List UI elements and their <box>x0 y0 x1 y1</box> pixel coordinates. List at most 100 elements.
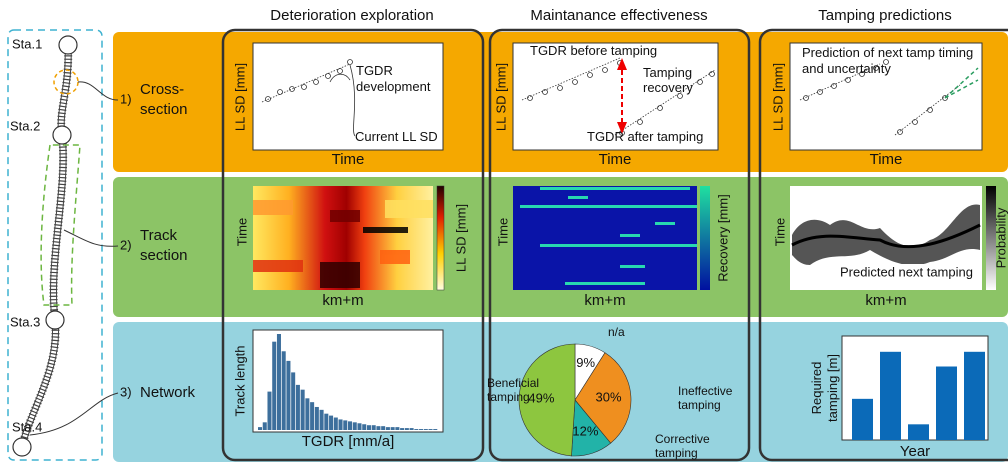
row-label: Cross-section <box>140 81 188 118</box>
histogram-bar <box>433 429 438 430</box>
annotation: TGDR after tamping <box>587 129 703 144</box>
histogram-bar <box>395 427 400 430</box>
histogram-bar <box>400 428 405 430</box>
colorbar-label: Recovery [mm] <box>715 194 730 281</box>
histogram-bar <box>423 429 428 430</box>
histogram-bar <box>343 420 348 430</box>
pie-slice <box>574 352 632 444</box>
value-label: 49% <box>528 390 554 405</box>
histogram-bar <box>348 421 353 430</box>
probability-band <box>792 204 980 266</box>
x-axis-label: km+m <box>584 292 625 309</box>
histogram-bar <box>300 389 305 430</box>
column-frame <box>758 28 1008 462</box>
row-label-line: Network <box>140 384 196 401</box>
plot-area <box>252 329 444 433</box>
x-axis-label: TGDR [mm/a] <box>302 433 395 450</box>
annotation: TGDR before tamping <box>530 43 657 58</box>
histogram-bar <box>381 426 386 430</box>
probability-ridge <box>791 223 981 249</box>
column-title: Maintanance effectiveness <box>530 7 707 24</box>
annotation: Predicted next tamping <box>840 264 973 279</box>
x-axis-label: Time <box>599 151 632 168</box>
annotation-line: Current LL SD <box>355 129 438 144</box>
pie-label: n/a <box>608 325 625 339</box>
histogram-bar <box>414 429 419 430</box>
histogram-bar <box>314 406 319 430</box>
plot-area <box>512 42 719 151</box>
bar <box>964 351 985 440</box>
y-axis-label-line: Required <box>809 362 824 415</box>
y-axis-label: Track length <box>232 345 247 416</box>
track <box>18 44 73 448</box>
annotation-line: development <box>356 79 431 94</box>
histogram-bar <box>390 427 395 430</box>
pie-label-line: tamping <box>678 398 721 412</box>
bar <box>936 366 957 440</box>
histogram-bar <box>376 426 381 430</box>
station-markers <box>12 35 78 457</box>
pie-label: Corrective tamping <box>655 432 710 460</box>
histogram-bar <box>324 413 329 430</box>
row-label-line: section <box>140 101 188 118</box>
annotation: Current LL SD <box>355 129 438 144</box>
illustration <box>261 57 961 137</box>
histogram-bar <box>333 417 338 430</box>
pie-label: Beneficial tamping <box>487 376 539 404</box>
colorbar <box>436 185 445 291</box>
pie-label-line: Corrective <box>655 432 710 446</box>
pie-slice <box>518 343 576 457</box>
bar <box>852 398 873 440</box>
row-label: Track section <box>140 227 188 264</box>
station-label: Sta.4 <box>12 419 42 434</box>
histogram-bar <box>272 341 277 430</box>
histogram-bar <box>262 422 267 430</box>
column-frame <box>221 28 485 462</box>
histogram-bar <box>305 398 310 430</box>
histogram-bar <box>357 423 362 430</box>
x-axis-label: km+m <box>865 292 906 309</box>
annotation-line: TGDR before tamping <box>530 43 657 58</box>
row-label-line: Track <box>140 227 177 244</box>
annotation: TGDR development <box>356 63 431 94</box>
connectors <box>29 81 119 436</box>
colorbar-label: Probability <box>993 207 1008 268</box>
annotation-bg <box>838 264 972 282</box>
y-axis-label: Time <box>495 218 510 246</box>
histogram-bar <box>310 402 315 430</box>
heatmap <box>513 186 697 290</box>
histogram-bar <box>267 391 272 430</box>
y-axis-label: Time <box>234 218 249 246</box>
uncertainty <box>944 67 979 99</box>
histogram-bar <box>428 429 433 430</box>
annotation: Tamping recovery <box>643 65 693 95</box>
histogram-bar <box>362 424 367 430</box>
value-label: 9% <box>576 355 595 370</box>
y-axis-label: Requiredtamping [m] <box>809 354 840 422</box>
row-label: Network <box>140 384 196 401</box>
histogram-bar <box>371 425 376 430</box>
histogram-bar <box>366 425 371 430</box>
pie-label-line: tamping <box>655 446 698 460</box>
x-axis-label: Time <box>870 151 903 168</box>
pie-label-line: Ineffective <box>678 384 733 398</box>
station-label: Sta.1 <box>12 36 42 51</box>
colorbar <box>986 186 996 290</box>
histogram-bar <box>329 415 334 430</box>
colorbar <box>700 186 710 290</box>
histogram-bar <box>286 360 291 430</box>
y-axis-label: LL SD [mm] <box>770 63 785 131</box>
histogram-bar <box>419 429 424 430</box>
histogram-bar <box>385 427 390 430</box>
heatmap-cells <box>253 200 433 288</box>
x-axis-label: km+m <box>322 292 363 309</box>
row-number: 2) <box>120 237 132 252</box>
annotation-line: TGDR after tamping <box>587 129 703 144</box>
pie-label: Ineffective tamping <box>678 384 733 412</box>
histogram-bar <box>409 428 414 430</box>
histogram-bar <box>281 351 286 430</box>
row-number: 1) <box>120 91 132 106</box>
section-marker <box>40 144 81 306</box>
station-label: Sta.3 <box>10 314 40 329</box>
